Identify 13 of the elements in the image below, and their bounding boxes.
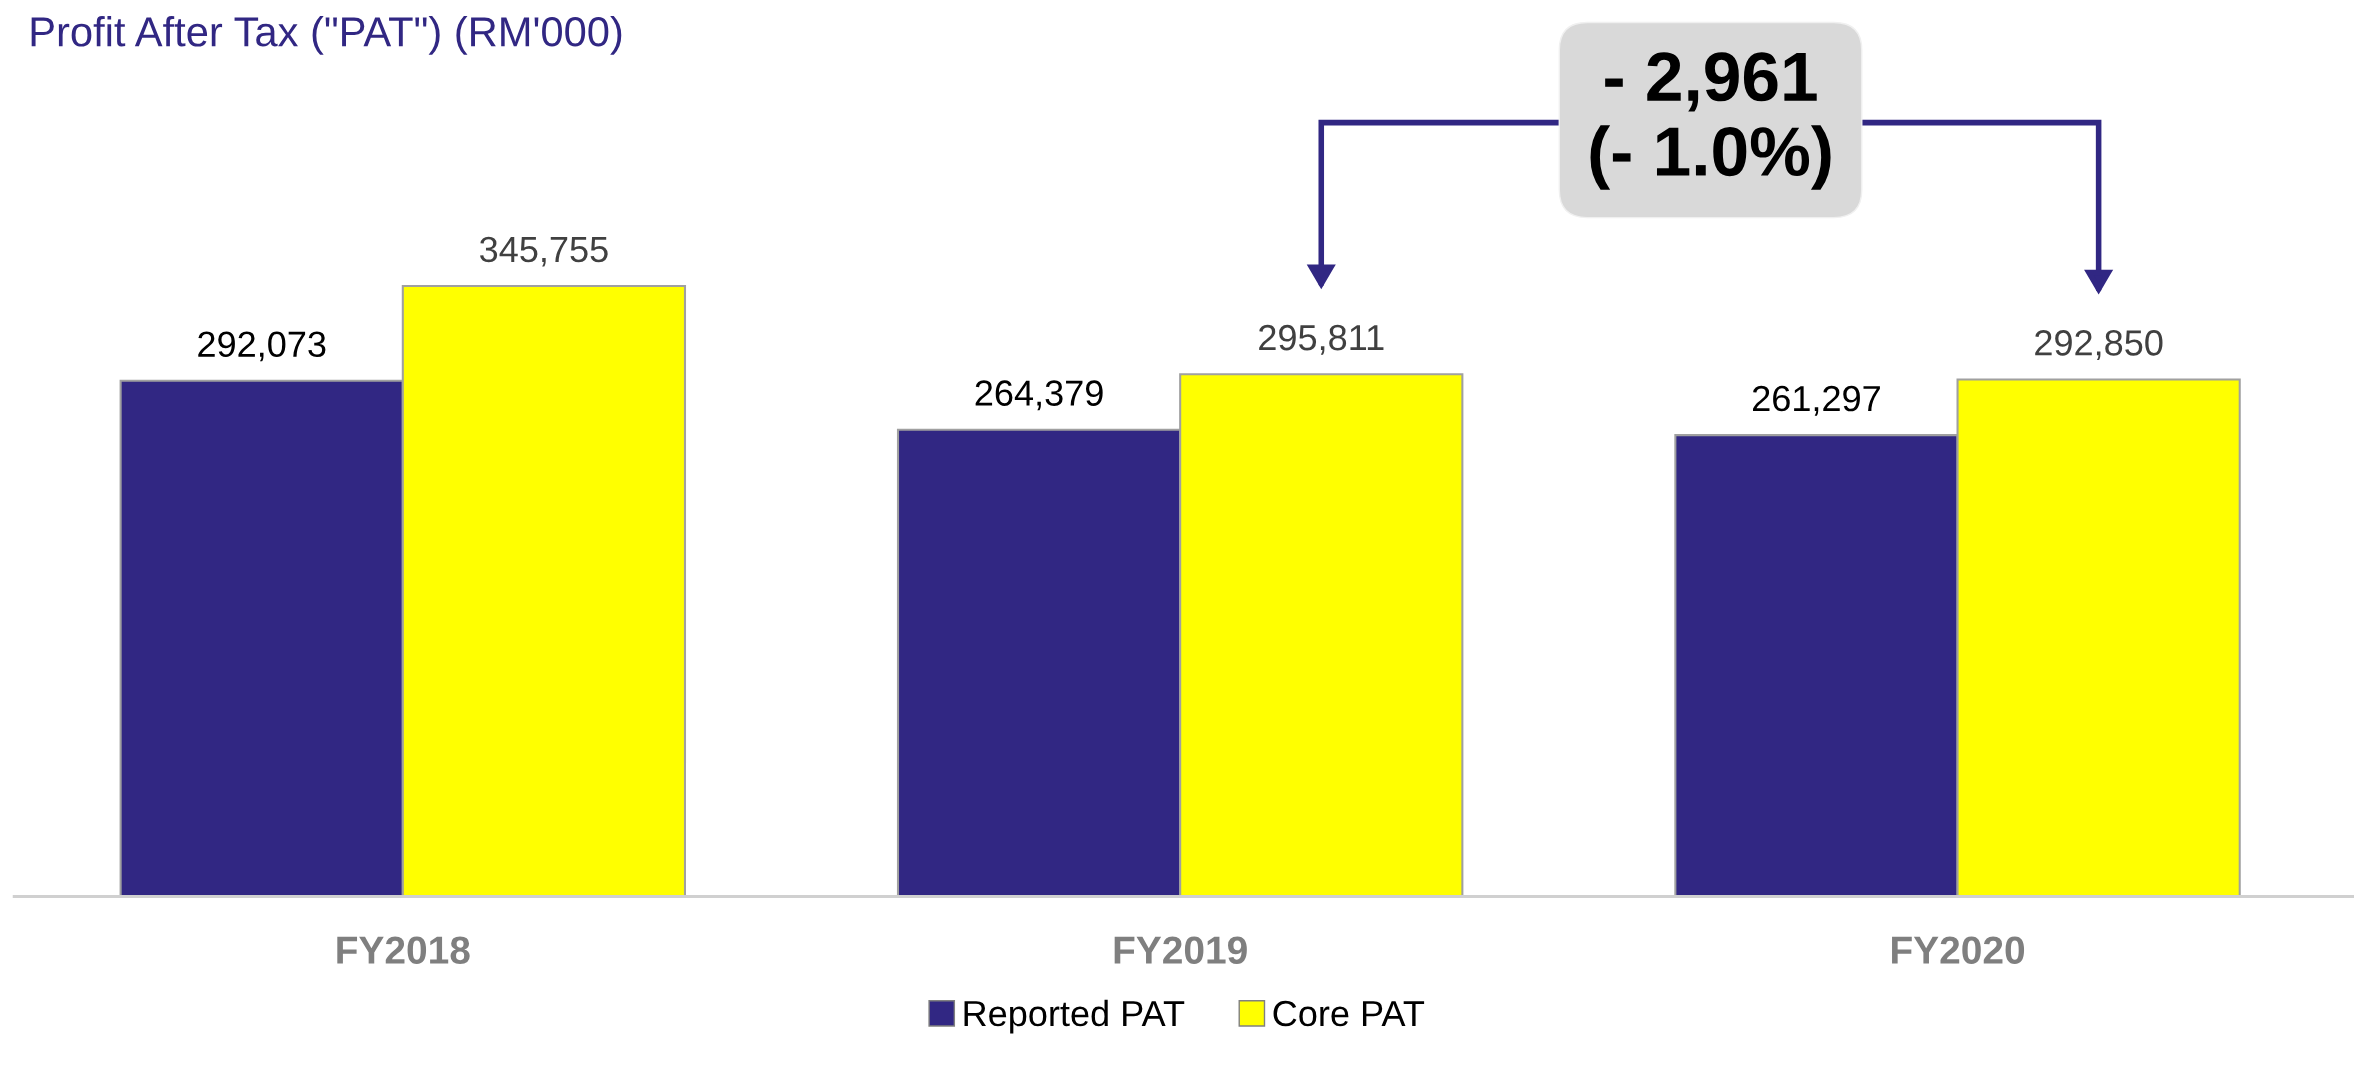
- legend-label: Reported PAT: [964, 999, 1185, 1034]
- data-label: 261,297: [1753, 385, 1880, 416]
- x-tick-label: FY2018: [337, 936, 470, 964]
- chart-title: Profit After Tax ("PAT") (RM'000): [31, 15, 622, 55]
- data-label: 295,811: [1259, 324, 1384, 355]
- x-tick-label: FY2020: [1892, 936, 2025, 964]
- text: - 2,961 (- 1.0%): [1590, 52, 1831, 190]
- legend-label: Core PAT: [1273, 1000, 1425, 1027]
- x-tick-label: FY2019: [1114, 936, 1247, 964]
- data-label: 292,073: [198, 331, 326, 362]
- data-label: 292,850: [2035, 330, 2163, 360]
- data-label: 264,379: [975, 380, 1103, 411]
- data-label: 345,755: [480, 236, 608, 267]
